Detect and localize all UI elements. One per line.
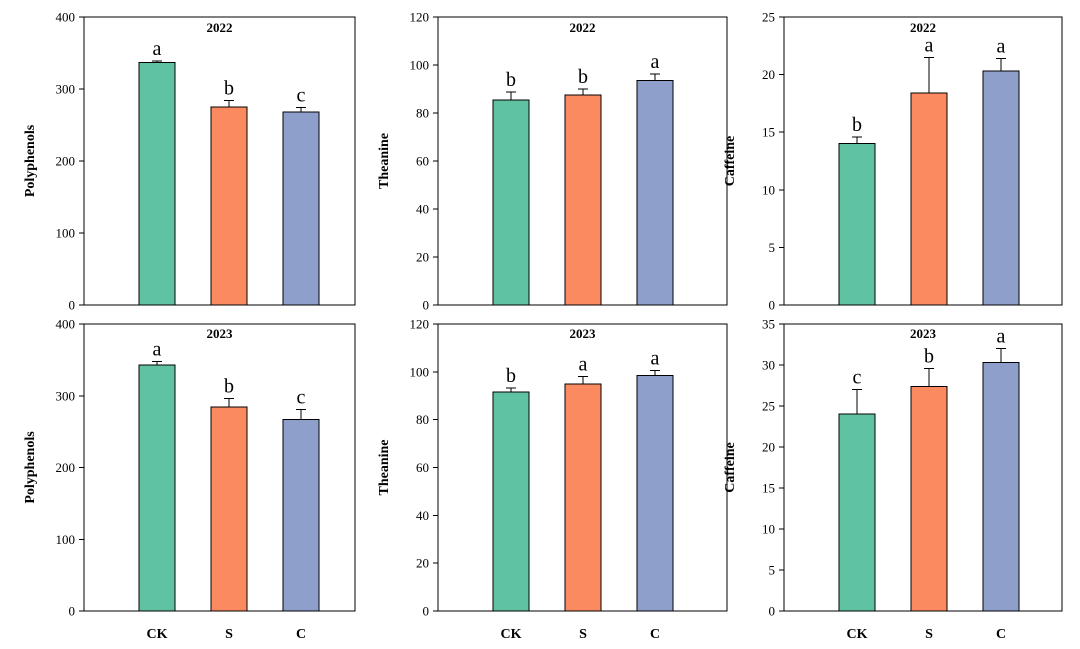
- chart-6-sig-label-c: a: [997, 326, 1006, 348]
- chart-5-x-tick-label-ck: CK: [501, 627, 522, 642]
- chart-1-sig-label-c: c: [297, 85, 306, 107]
- chart-1-sig-label-ck: a: [153, 38, 162, 60]
- chart-3-y-axis-title: Caffeine: [723, 136, 738, 187]
- chart-5-x-tick-label-c: C: [650, 627, 660, 642]
- chart-6-y-tick-label: 20: [762, 440, 775, 455]
- chart-6-x-tick-label-ck: CK: [847, 627, 868, 642]
- chart-5-y-axis-title: Theanine: [377, 439, 392, 495]
- chart-4-bar-s: [210, 406, 248, 612]
- chart-6-y-tick-label: 30: [762, 358, 775, 373]
- chart-2-y-tick-label: 100: [410, 58, 430, 73]
- chart-1-y-axis-title: Polyphenols: [23, 124, 38, 197]
- chart-6-sig-label-s: b: [924, 345, 934, 367]
- chart-4-sig-label-s: b: [224, 376, 234, 398]
- chart-6-y-tick-label: 25: [762, 399, 775, 414]
- chart-2-title: 2022: [570, 20, 596, 35]
- chart-2-bar-ck: [492, 99, 530, 306]
- chart-3-bar-s: [910, 92, 948, 306]
- chart-5-y-tick-label: 120: [410, 317, 430, 332]
- chart-2-sig-label-ck: b: [506, 69, 516, 91]
- chart-6-y-tick-label: 5: [769, 563, 776, 578]
- chart-6-y-axis-title: Caffeine: [723, 442, 738, 493]
- chart-6-y-tick-label: 0: [769, 604, 776, 619]
- chart-5-y-tick-label: 80: [416, 412, 429, 427]
- chart-5-y-tick-label: 0: [423, 604, 430, 619]
- chart-6-y-tick-label: 15: [762, 481, 775, 496]
- chart-2-bar-s: [564, 94, 602, 306]
- chart-3-title: 2022: [910, 20, 936, 35]
- chart-2-y-tick-label: 60: [416, 154, 429, 169]
- chart-1-y-tick-label: 300: [56, 82, 76, 97]
- chart-2-y-tick-label: 80: [416, 106, 429, 121]
- chart-6-bar-ck: [838, 413, 876, 612]
- chart-3-y-tick-label: 20: [762, 67, 775, 82]
- chart-5-y-tick-label: 20: [416, 556, 429, 571]
- chart-5-bar-ck: [492, 391, 530, 612]
- chart-4-y-tick-label: 0: [69, 604, 76, 619]
- chart-5-sig-label-ck: b: [506, 365, 516, 387]
- chart-1-y-tick-label: 400: [56, 10, 76, 25]
- chart-1-title: 2022: [207, 20, 233, 35]
- chart-4-y-tick-label: 400: [56, 317, 76, 332]
- chart-4-x-tick-label-ck: CK: [147, 627, 168, 642]
- chart-4-bar-ck: [138, 364, 176, 612]
- chart-1-bar-c: [282, 111, 320, 306]
- chart-6-x-tick-label-c: C: [996, 627, 1006, 642]
- chart-6-y-tick-label: 10: [762, 522, 775, 537]
- chart-5-y-tick-label: 60: [416, 460, 429, 475]
- chart-2-y-tick-label: 120: [410, 10, 430, 25]
- chart-5-x-tick-label-s: S: [579, 627, 587, 642]
- chart-6-x-tick-label-s: S: [925, 627, 933, 642]
- chart-5-sig-label-c: a: [651, 348, 660, 370]
- chart-5-bar-s: [564, 383, 602, 612]
- chart-3-sig-label-ck: b: [852, 114, 862, 136]
- chart-3-y-tick-label: 15: [762, 125, 775, 140]
- chart-1-y-tick-label: 200: [56, 154, 76, 169]
- chart-5-y-tick-label: 40: [416, 508, 429, 523]
- chart-1-y-tick-label: 100: [56, 226, 76, 241]
- chart-4-bar-c: [282, 418, 320, 612]
- chart-3-y-tick-label: 25: [762, 10, 775, 25]
- chart-6-sig-label-ck: c: [853, 367, 862, 389]
- chart-5-bar-c: [636, 374, 674, 612]
- chart-2-y-axis-title: Theanine: [377, 133, 392, 189]
- chart-4-sig-label-ck: a: [153, 338, 162, 360]
- chart-2-y-tick-label: 40: [416, 202, 429, 217]
- chart-4-y-axis-title: Polyphenols: [23, 431, 38, 504]
- chart-4-x-tick-label-s: S: [225, 627, 233, 642]
- chart-1-bar-ck: [138, 61, 176, 306]
- chart-5-y-tick-label: 100: [410, 364, 430, 379]
- chart-4-y-tick-label: 300: [56, 388, 76, 403]
- chart-2-bar-c: [636, 80, 674, 306]
- chart-3-bar-ck: [838, 143, 876, 306]
- chart-3-y-tick-label: 10: [762, 182, 775, 197]
- chart-3-y-tick-label: 5: [769, 240, 776, 255]
- chart-5-sig-label-s: a: [579, 354, 588, 376]
- chart-1-sig-label-s: b: [224, 78, 234, 100]
- chart-2-sig-label-s: b: [578, 66, 588, 88]
- chart-1-bar-s: [210, 106, 248, 306]
- chart-3-sig-label-c: a: [997, 35, 1006, 57]
- chart-6-bar-c: [982, 362, 1020, 612]
- chart-4-sig-label-c: c: [297, 386, 306, 408]
- chart-3-sig-label-s: a: [925, 34, 934, 56]
- chart-4-title: 2023: [207, 326, 234, 341]
- chart-4-y-tick-label: 200: [56, 460, 76, 475]
- chart-6-title: 2023: [910, 326, 937, 341]
- chart-4-y-tick-label: 100: [56, 532, 76, 547]
- chart-6-y-tick-label: 35: [762, 317, 775, 332]
- chart-2-sig-label-c: a: [651, 51, 660, 73]
- chart-1-y-tick-label: 0: [69, 298, 76, 313]
- chart-5-title: 2023: [570, 326, 597, 341]
- chart-6-bar-s: [910, 385, 948, 612]
- chart-2-y-tick-label: 0: [423, 298, 430, 313]
- chart-2-y-tick-label: 20: [416, 250, 429, 265]
- chart-3-y-tick-label: 0: [769, 298, 776, 313]
- chart-4-x-tick-label-c: C: [296, 627, 306, 642]
- chart-3-bar-c: [982, 70, 1020, 306]
